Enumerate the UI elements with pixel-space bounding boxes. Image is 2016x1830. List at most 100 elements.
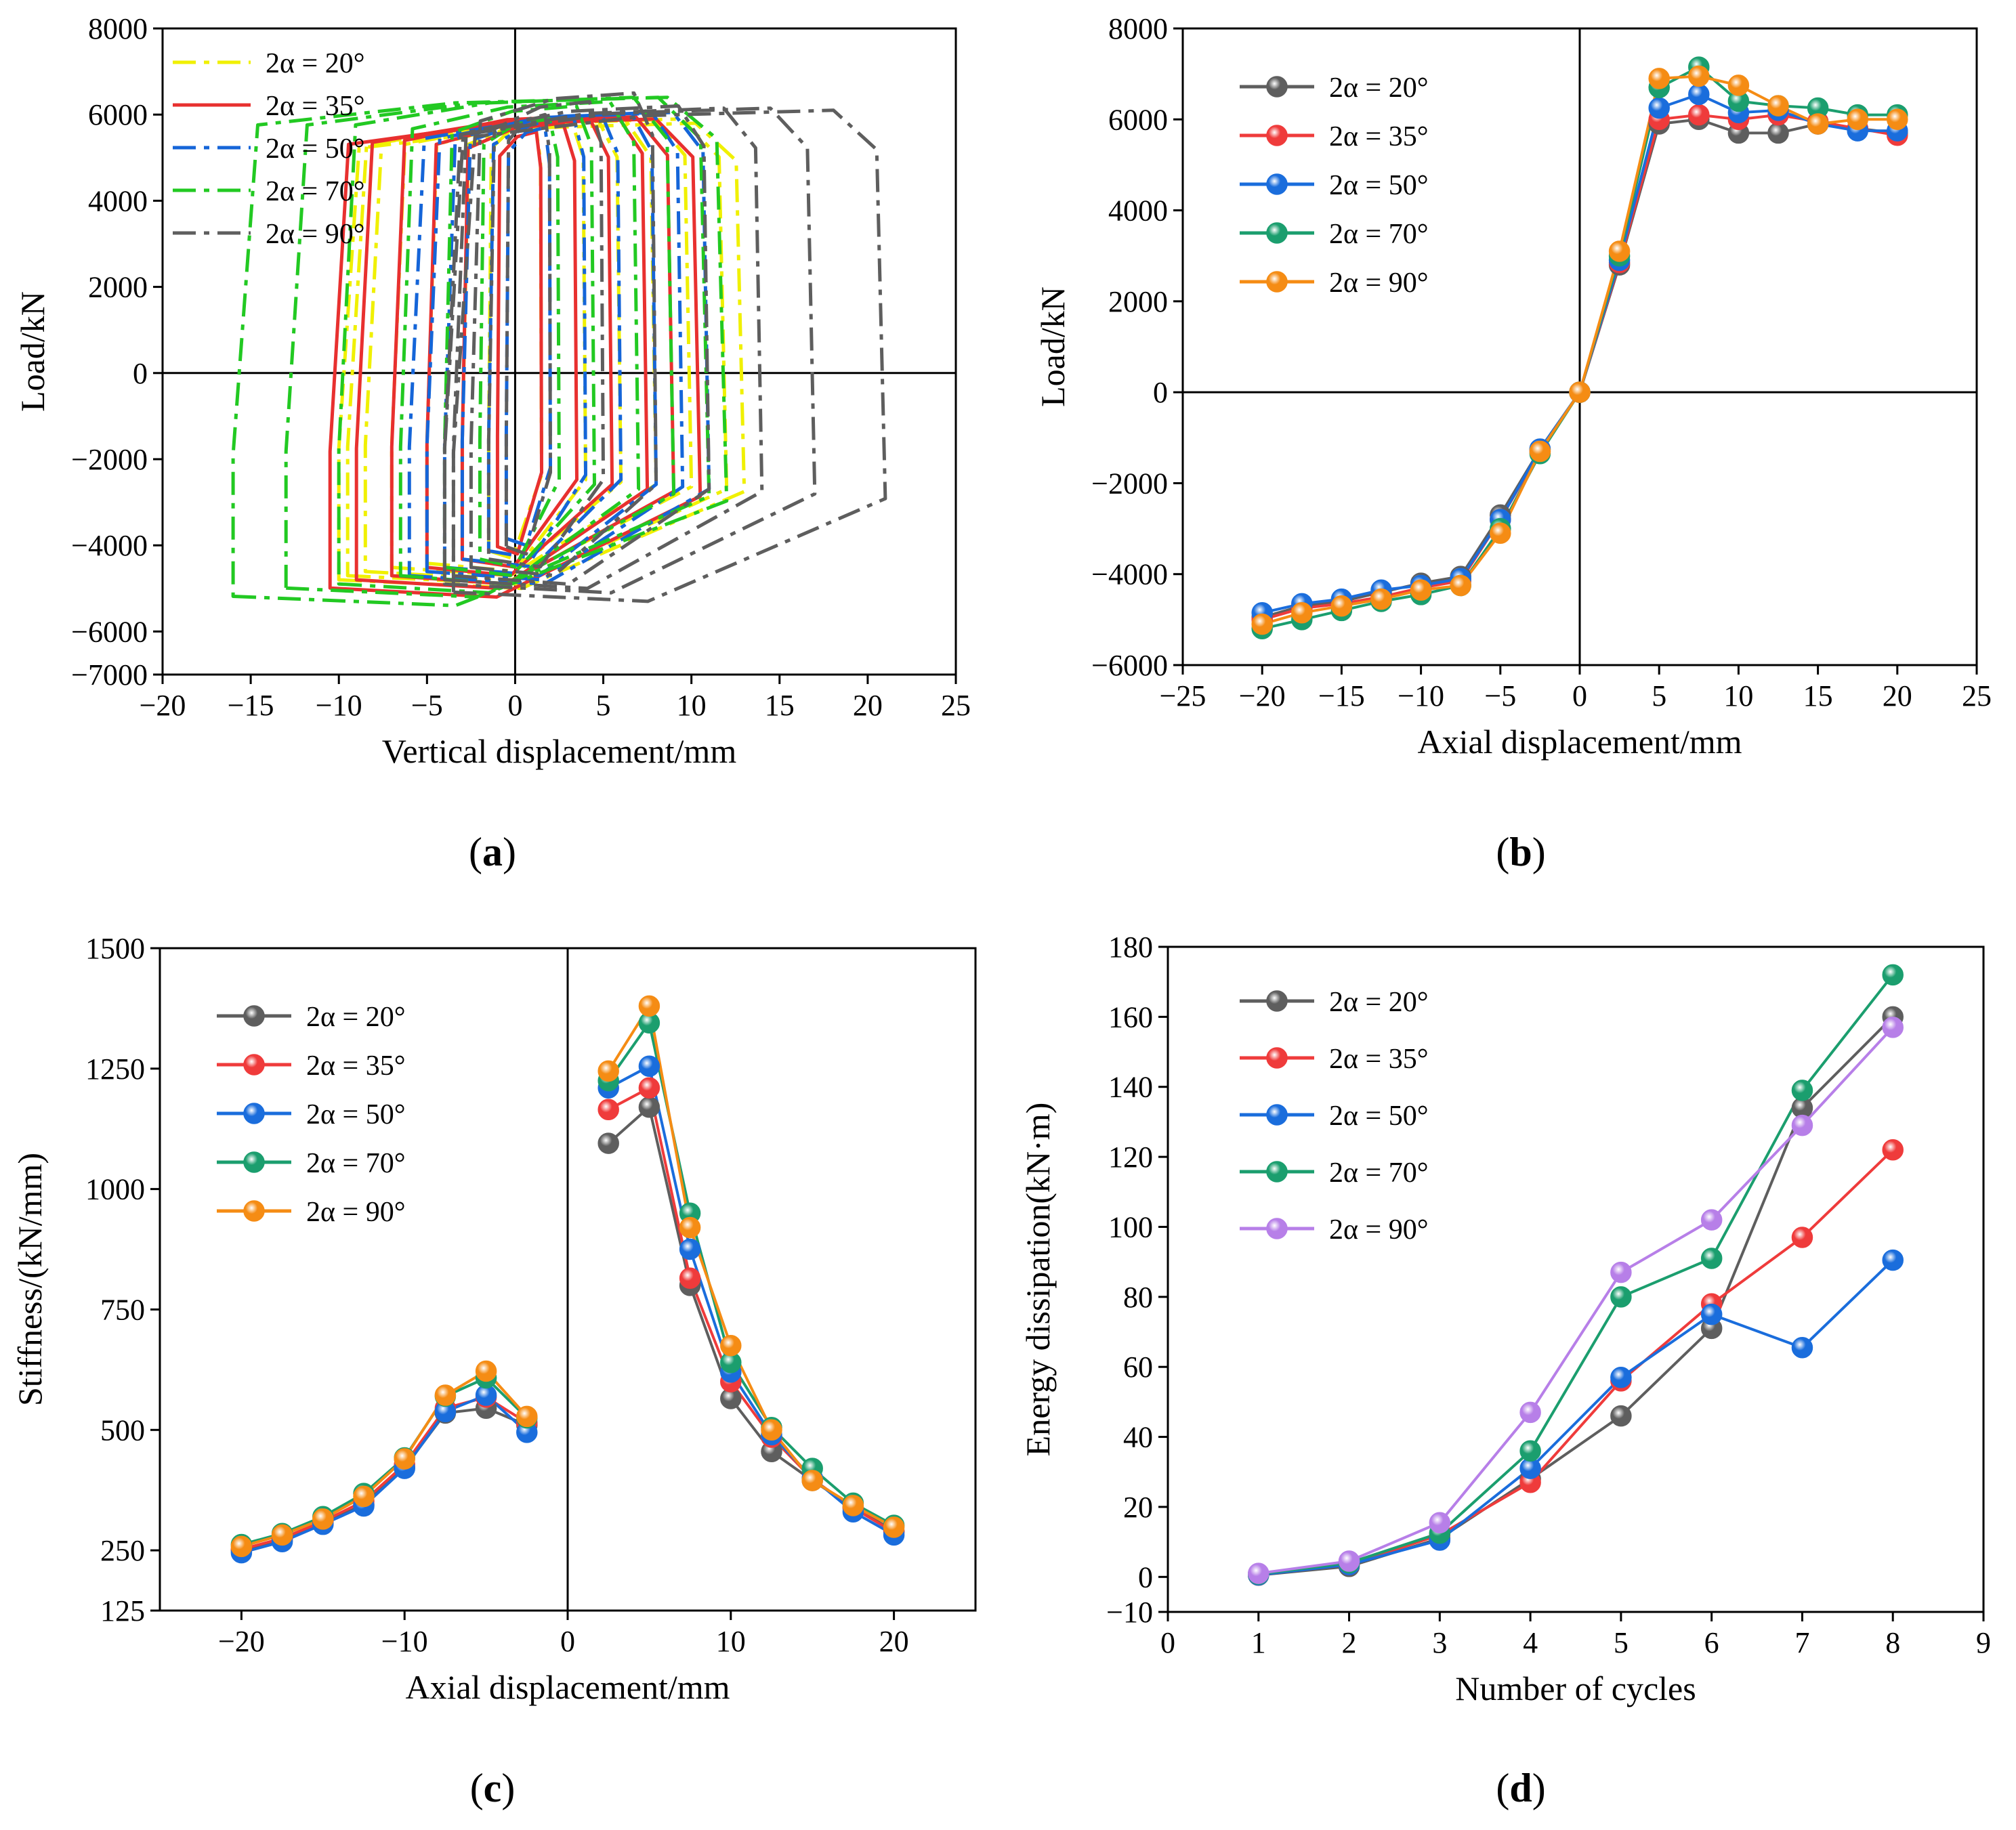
x-tick-label: 20 (853, 689, 883, 722)
plot-frame (1167, 945, 1985, 1613)
x-axis-title: Axial displacement/mm (1417, 723, 1742, 761)
legend-label: 2α = 90° (306, 1197, 406, 1228)
data-point (1791, 1114, 1813, 1136)
x-tick-label: 7 (1794, 1626, 1809, 1659)
data-point (638, 1055, 660, 1078)
y-axis-title: Load/kN (1034, 286, 1072, 407)
y-tick-label: 1500 (85, 932, 145, 965)
data-point (1608, 240, 1631, 262)
x-tick-label: 8 (1885, 1626, 1900, 1659)
hysteresis-loop (504, 125, 552, 547)
data-point (883, 1516, 905, 1538)
data-point (1648, 68, 1670, 89)
hysteresis-loop (495, 130, 543, 556)
hysteresis-loop (231, 95, 729, 608)
y-tick-label: 4000 (88, 184, 148, 217)
plot-frame (159, 947, 977, 1612)
legend-label: 2α = 70° (306, 1148, 406, 1179)
legend-label: 2α = 20° (1329, 72, 1429, 104)
hysteresis-loop (345, 117, 729, 586)
data-point (1791, 1080, 1813, 1101)
data-point (1338, 1550, 1360, 1572)
hysteresis-loop (486, 100, 606, 569)
data-point (312, 1508, 334, 1530)
data-point (679, 1267, 701, 1289)
legend-label: 2α = 35° (1329, 1044, 1429, 1075)
y-tick-label: 0 (1138, 1560, 1153, 1594)
data-point (1519, 1440, 1541, 1462)
data-point (516, 1405, 538, 1428)
y-tick-label: −4000 (1091, 558, 1168, 591)
x-tick-label: 1 (1251, 1626, 1266, 1659)
data-point (1266, 271, 1288, 293)
data-point (230, 1535, 253, 1558)
data-point (1569, 381, 1591, 403)
legend-label: 2α = 90° (1329, 1214, 1429, 1246)
y-tick-label: 180 (1108, 931, 1153, 964)
x-tick-label: 5 (1614, 1626, 1629, 1659)
x-tick-label: 0 (1160, 1626, 1175, 1659)
data-point (243, 1103, 265, 1124)
data-point (638, 1096, 660, 1118)
data-point (353, 1485, 375, 1508)
y-tick-label: 1250 (85, 1052, 145, 1086)
x-tick-label: 20 (1883, 679, 1912, 712)
panel-label-b: (b) (1496, 830, 1545, 874)
x-axis-title: Number of cycles (1455, 1669, 1696, 1707)
y-tick-label: 250 (100, 1534, 145, 1567)
legend-label: 2α = 20° (306, 1002, 406, 1033)
data-point (1610, 1366, 1632, 1388)
data-point (597, 1060, 619, 1082)
x-tick-label: 5 (1652, 679, 1666, 712)
x-axis-title: Axial displacement/mm (405, 1668, 730, 1706)
data-point (475, 1360, 497, 1382)
data-point (1887, 108, 1908, 131)
data-point (1688, 104, 1710, 126)
legend-label: 2α = 70° (266, 176, 365, 207)
data-point (1429, 1512, 1451, 1533)
data-point (1370, 588, 1392, 610)
x-tick-label: 4 (1523, 1626, 1538, 1659)
legend-label: 2α = 20° (1329, 987, 1429, 1018)
x-tick-label: −5 (411, 689, 443, 722)
data-point (1266, 1161, 1288, 1183)
panel-label-d: (d) (1496, 1766, 1545, 1810)
x-tick-label: 15 (765, 689, 795, 722)
y-tick-label: 80 (1123, 1281, 1153, 1314)
data-point (1727, 75, 1750, 96)
series-line (607, 1104, 895, 1533)
y-tick-label: 20 (1123, 1491, 1153, 1524)
x-tick-label: 5 (596, 689, 611, 722)
x-tick-label: 25 (1962, 679, 1992, 712)
data-point (1266, 222, 1288, 244)
y-tick-label: 0 (133, 357, 148, 390)
x-tick-label: −20 (218, 1625, 265, 1658)
y-axis-title: Load/kN (14, 291, 51, 412)
y-tick-label: −2000 (71, 443, 148, 476)
y-tick-label: 60 (1123, 1350, 1153, 1384)
panel-a-chart: −20 −15 −10 −5 0 5 10 15 20 25 −7000 −6000 −4000 −200… (14, 12, 971, 770)
data-point (1266, 1218, 1288, 1239)
y-tick-label: −6000 (1091, 649, 1168, 682)
data-point (1700, 1303, 1723, 1325)
x-tick-label: 10 (716, 1625, 746, 1658)
data-point (679, 1238, 701, 1260)
data-point (1807, 113, 1829, 135)
data-point (1700, 1248, 1723, 1269)
hysteresis-loop (469, 91, 658, 578)
y-axis-title: Stiffness/(kN/mm) (11, 1153, 49, 1406)
data-point (1266, 125, 1288, 146)
legend-label: 2α = 35° (306, 1050, 406, 1082)
hysteresis-loop (442, 106, 817, 595)
data-point (1248, 1562, 1269, 1584)
series-line (608, 1086, 895, 1533)
y-tick-label: 40 (1123, 1421, 1153, 1454)
y-tick-label: 6000 (1108, 103, 1168, 136)
data-point (1791, 1227, 1813, 1248)
data-point (597, 1132, 619, 1154)
data-point (1767, 95, 1789, 116)
x-tick-label: 25 (941, 689, 971, 722)
hysteresis-loop (451, 108, 887, 603)
data-point (1490, 522, 1511, 545)
y-tick-label: −10 (1106, 1596, 1153, 1629)
